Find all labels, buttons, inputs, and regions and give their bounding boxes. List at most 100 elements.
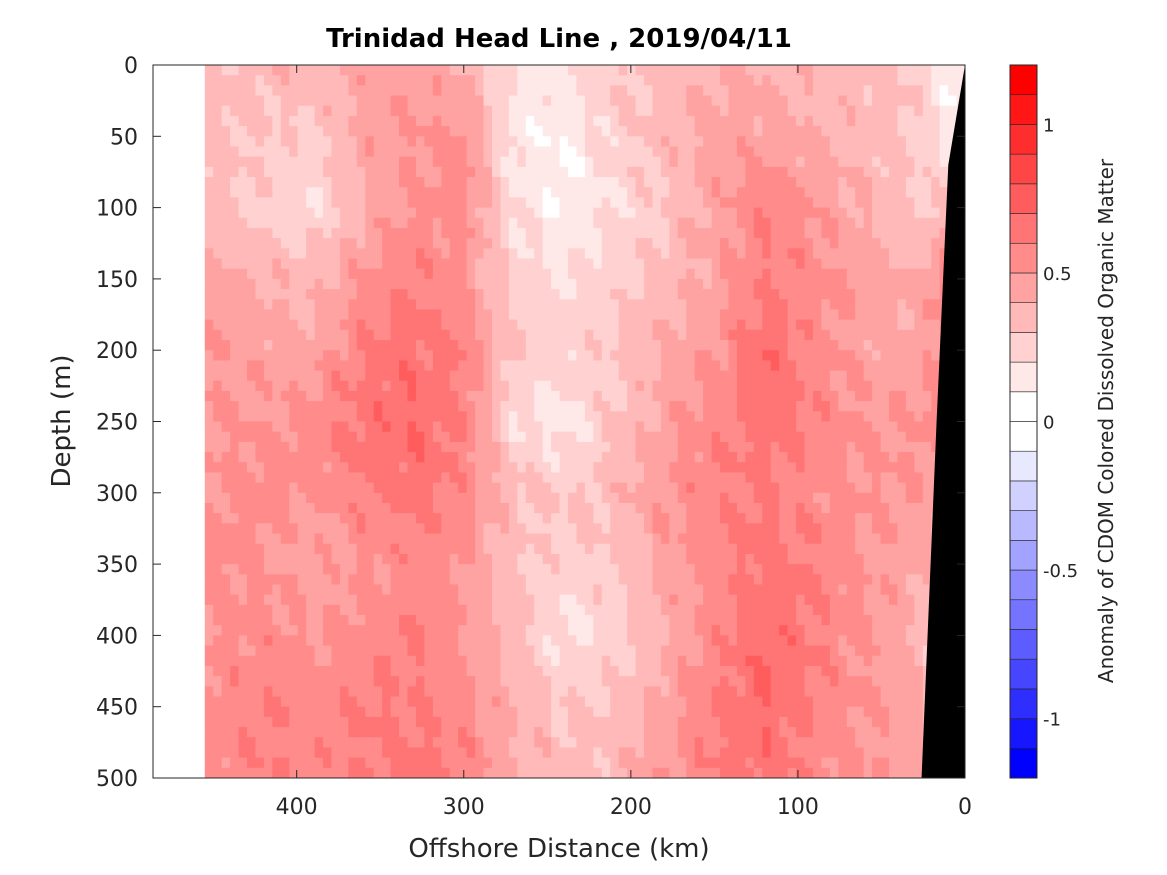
contour-cell [331, 289, 341, 300]
contour-cell [255, 166, 265, 178]
contour-cell [424, 543, 434, 555]
contour-cell [601, 197, 611, 209]
contour-cell [736, 462, 746, 474]
contour-cell [500, 115, 510, 127]
contour-cell [491, 411, 502, 423]
contour-cell [272, 462, 282, 474]
contour-cell [635, 95, 645, 107]
contour-cell [888, 136, 899, 148]
contour-cell [669, 238, 679, 249]
contour-cell [829, 553, 839, 565]
contour-cell [905, 360, 915, 372]
contour-cell [584, 166, 594, 178]
contour-cell [627, 217, 637, 229]
contour-cell [948, 85, 958, 97]
contour-cell [686, 533, 696, 545]
contour-cell [238, 594, 248, 606]
contour-cell [770, 564, 780, 575]
contour-cell [948, 95, 958, 107]
contour-cell [390, 299, 400, 311]
contour-cell [948, 115, 958, 127]
contour-cell [483, 197, 493, 209]
contour-cell [424, 278, 434, 290]
contour-cell [644, 421, 654, 433]
contour-cell [584, 156, 594, 168]
contour-cell [432, 523, 442, 535]
contour-cell [390, 95, 400, 107]
contour-cell [415, 390, 426, 402]
contour-cell [204, 543, 214, 555]
contour-cell [652, 564, 662, 575]
contour-cell [306, 85, 316, 97]
contour-cell [230, 462, 240, 474]
contour-cell [720, 584, 730, 596]
contour-cell [686, 217, 696, 229]
contour-cell [466, 604, 476, 616]
contour-cell [475, 401, 485, 412]
contour-cell [517, 502, 527, 514]
contour-cell [204, 299, 214, 311]
contour-cell [382, 258, 392, 270]
contour-cell [779, 177, 789, 188]
contour-cell [255, 258, 265, 270]
contour-cell [441, 217, 451, 229]
contour-cell [221, 115, 231, 127]
contour-cell [534, 431, 544, 443]
contour-cell [576, 370, 586, 382]
contour-cell [897, 502, 907, 514]
contour-cell [213, 329, 223, 341]
contour-cell [213, 574, 223, 586]
contour-cell [888, 126, 899, 137]
contour-cell [475, 238, 485, 249]
contour-cell [753, 166, 763, 178]
contour-cell [779, 65, 789, 76]
contour-cell [238, 350, 248, 361]
contour-cell [356, 340, 366, 351]
contour-cell [323, 380, 333, 392]
contour-cell [821, 309, 831, 321]
contour-cell [660, 309, 670, 321]
contour-cell [551, 166, 561, 178]
contour-cell [289, 564, 299, 575]
contour-cell [863, 411, 873, 423]
contour-cell [314, 574, 324, 586]
contour-cell [593, 177, 603, 188]
contour-cell [415, 564, 426, 575]
contour-cell [745, 105, 755, 117]
contour-cell [711, 513, 721, 524]
contour-cell [230, 75, 240, 86]
contour-cell [356, 289, 366, 300]
contour-cell [525, 380, 535, 392]
contour-cell [872, 564, 882, 575]
contour-cell [221, 421, 231, 433]
contour-cell [289, 452, 299, 463]
contour-cell [931, 238, 941, 249]
contour-cell [213, 278, 223, 290]
contour-cell [905, 258, 915, 270]
contour-cell [652, 340, 662, 351]
contour-cell [441, 115, 451, 127]
contour-cell [559, 574, 569, 586]
contour-cell [753, 268, 763, 280]
contour-cell [770, 452, 780, 463]
contour-cell [373, 65, 383, 76]
contour-cell [542, 340, 552, 351]
contour-cell [660, 604, 670, 616]
contour-cell [888, 492, 899, 504]
contour-cell [280, 329, 290, 341]
contour-cell [272, 574, 282, 586]
contour-cell [914, 513, 924, 524]
contour-cell [247, 319, 257, 331]
contour-cell [635, 329, 645, 341]
contour-cell [644, 299, 654, 311]
contour-cell [635, 502, 645, 514]
contour-cell [238, 146, 248, 158]
contour-cell [331, 258, 341, 270]
contour-cell [458, 360, 468, 372]
contour-cell [745, 421, 755, 433]
contour-cell [677, 299, 687, 311]
contour-cell [779, 319, 789, 331]
contour-cell [475, 533, 485, 545]
contour-cell [373, 329, 383, 341]
contour-cell [491, 513, 502, 524]
